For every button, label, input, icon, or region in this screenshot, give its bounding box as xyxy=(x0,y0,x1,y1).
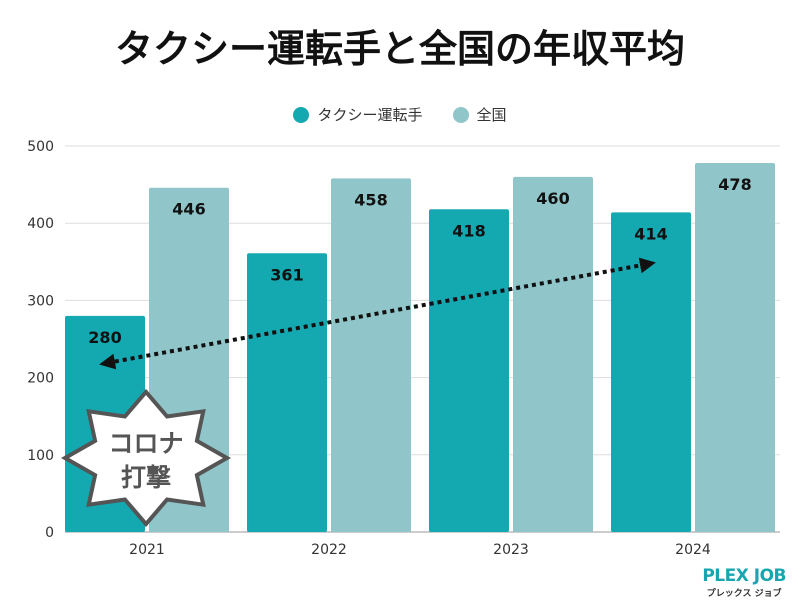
legend-swatch xyxy=(293,106,310,123)
data-label: 418 xyxy=(452,221,485,240)
x-tick-label: 2022 xyxy=(311,542,347,558)
bar xyxy=(513,176,593,532)
callout-text: 打撃 xyxy=(121,463,171,492)
y-tick-label: 300 xyxy=(27,293,54,309)
bar xyxy=(247,253,327,533)
data-label: 478 xyxy=(718,175,751,194)
legend-item-national: 全国 xyxy=(452,104,507,125)
x-tick-label: 2023 xyxy=(493,542,529,558)
legend-label: タクシー運転手 xyxy=(317,106,423,124)
legend-label: 全国 xyxy=(476,106,507,124)
y-tick-label: 0 xyxy=(45,525,54,541)
data-label: 280 xyxy=(88,328,121,347)
callout-text: コロナ xyxy=(108,429,183,458)
starburst-callout xyxy=(60,388,232,528)
data-label: 460 xyxy=(536,189,569,208)
chart-title: タクシー運転手と全国の年収平均 xyxy=(114,27,685,71)
bar xyxy=(429,209,509,532)
trend-arrow xyxy=(99,257,656,370)
bar xyxy=(611,212,691,532)
y-tick-label: 400 xyxy=(27,216,54,232)
legend: タクシー運転手 全国 xyxy=(0,104,800,125)
logo: PLEX JOB プレックス ジョブ xyxy=(702,566,786,599)
y-tick-label: 200 xyxy=(27,371,54,387)
logo-text: PLEX JOB xyxy=(702,566,786,586)
x-tick-label: 2024 xyxy=(675,542,711,558)
data-label: 414 xyxy=(634,224,667,243)
y-tick-label: 100 xyxy=(27,448,54,464)
data-label: 361 xyxy=(270,265,303,284)
data-label: 446 xyxy=(172,200,205,219)
legend-item-taxi: タクシー運転手 xyxy=(293,104,423,125)
data-label: 458 xyxy=(354,190,387,209)
bar xyxy=(695,162,775,532)
x-tick-label: 2021 xyxy=(129,542,165,558)
bar xyxy=(331,178,411,532)
y-tick-label: 500 xyxy=(27,139,54,155)
legend-swatch xyxy=(452,106,469,123)
logo-subtext: プレックス ジョブ xyxy=(706,589,782,599)
